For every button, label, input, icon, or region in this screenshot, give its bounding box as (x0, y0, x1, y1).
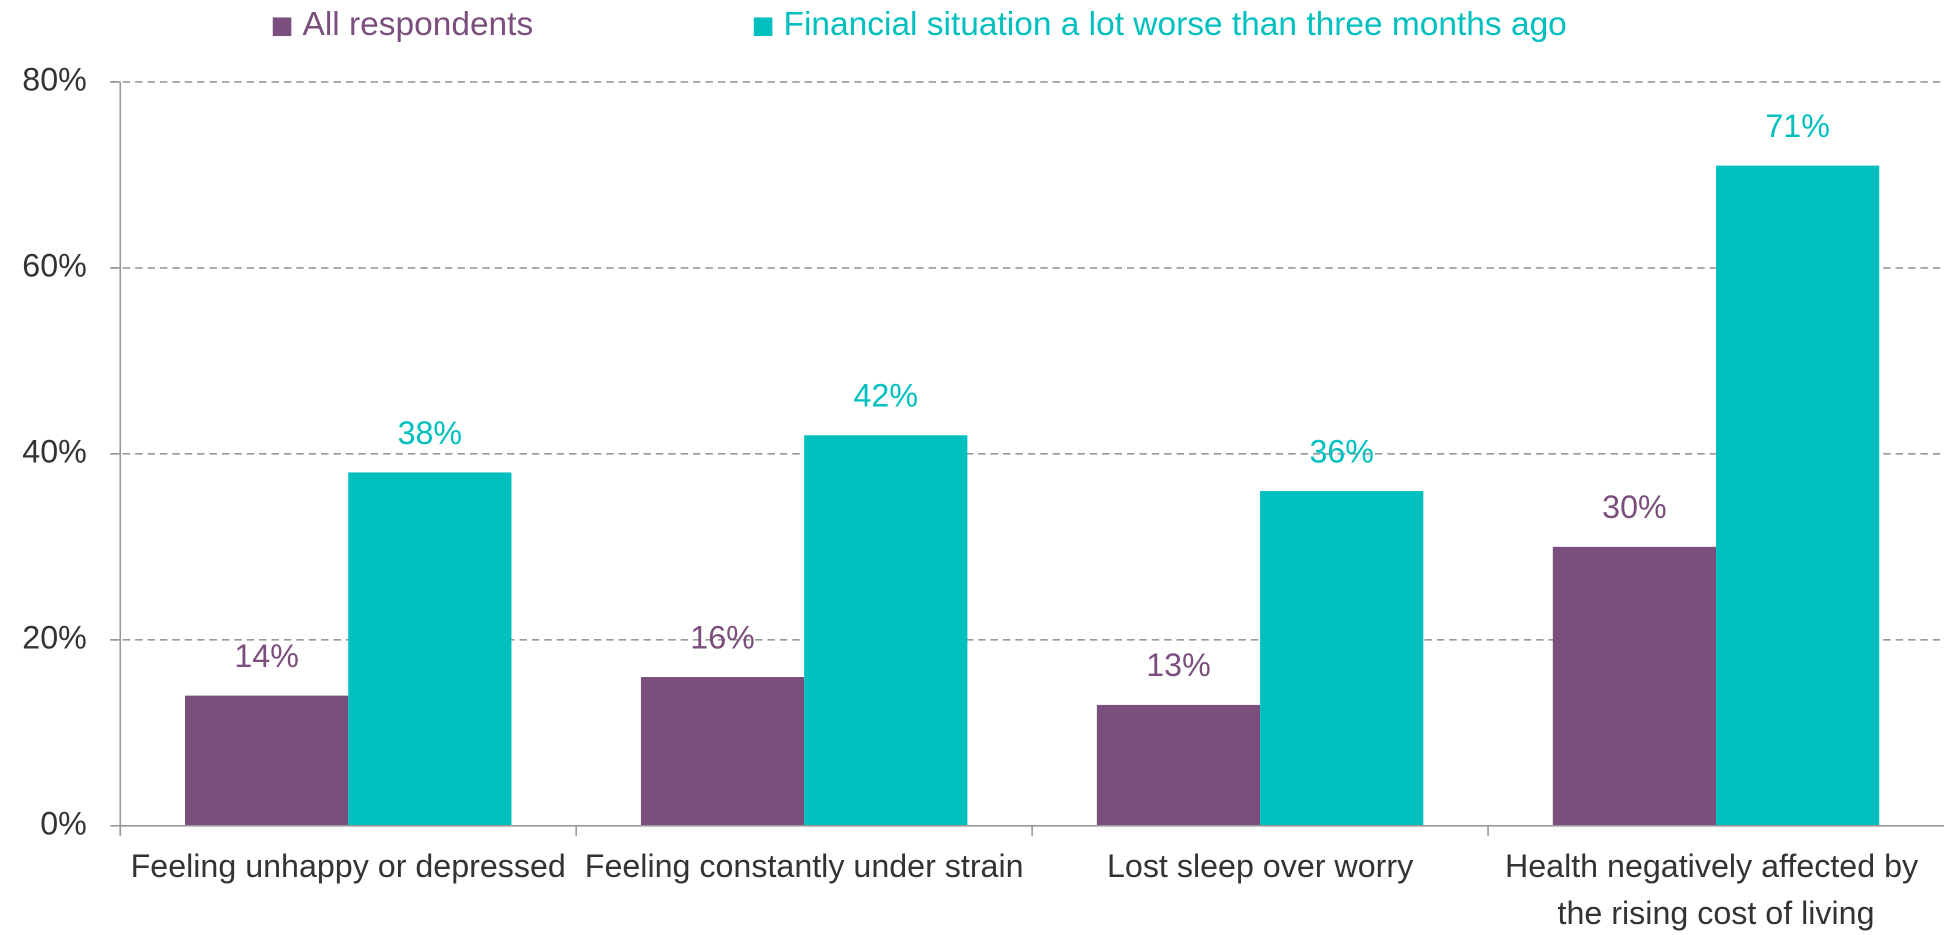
bar (804, 435, 968, 826)
value-label: 16% (690, 619, 755, 655)
legend-label: All respondents (303, 6, 534, 43)
y-tick-label: 20% (22, 619, 87, 655)
y-tick-label: 0% (40, 805, 87, 841)
value-label: 14% (234, 638, 299, 674)
bar (1552, 546, 1717, 826)
legend-swatch (272, 17, 292, 37)
value-label: 36% (1309, 433, 1374, 469)
x-tick-label: Feeling constantly under strain (585, 847, 1024, 883)
bar (185, 695, 349, 826)
bar (1096, 704, 1261, 826)
value-label: 71% (1765, 108, 1830, 144)
value-label: 38% (398, 415, 462, 451)
y-tick-label: 40% (22, 433, 87, 469)
bar (348, 472, 512, 826)
value-label: 30% (1602, 489, 1667, 525)
y-tick-label: 60% (22, 247, 87, 283)
y-tick-label: 80% (22, 61, 87, 97)
bar (640, 677, 805, 826)
x-tick-label: Health negatively affected by the rising… (1505, 847, 1927, 930)
bar (1716, 165, 1880, 826)
x-tick-label: Lost sleep over worry (1107, 847, 1414, 883)
bar (1260, 491, 1424, 826)
x-tick-label: Feeling unhappy or depressed (131, 847, 566, 883)
legend-swatch (753, 17, 773, 37)
value-label: 13% (1146, 647, 1211, 683)
value-label: 42% (854, 378, 919, 414)
legend-label: Financial situation a lot worse than thr… (784, 6, 1567, 43)
